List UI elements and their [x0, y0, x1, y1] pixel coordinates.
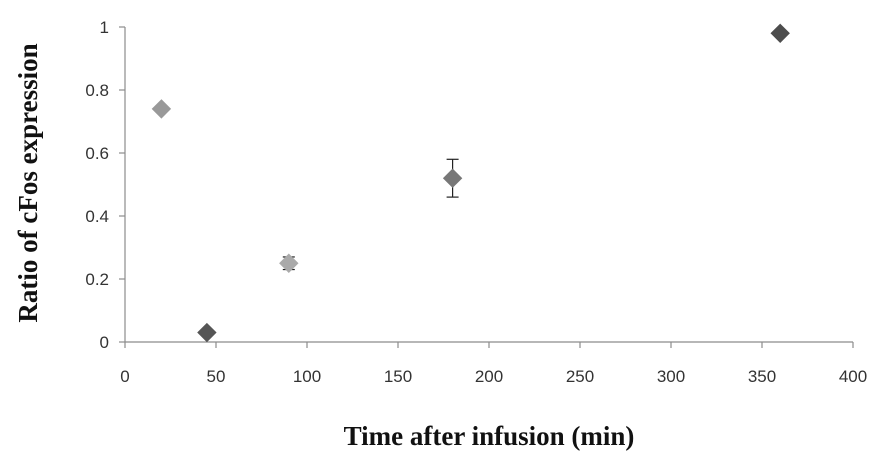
x-tick-label: 200 [475, 367, 503, 386]
y-tick-label: 0 [100, 333, 109, 352]
data-point [197, 322, 217, 343]
y-tick-label: 1 [100, 18, 109, 37]
data-point [770, 23, 790, 44]
x-axis-title: Time after infusion (min) [344, 421, 635, 451]
y-tick-label: 0.6 [85, 144, 109, 163]
y-tick-label: 0.8 [85, 81, 109, 100]
axes [124, 27, 853, 343]
x-tick-label: 0 [120, 367, 129, 386]
x-tick-label: 400 [839, 367, 867, 386]
y-axis-title: Ratio of cFos expression [13, 43, 43, 322]
x-tick-label: 350 [748, 367, 776, 386]
x-tick-label: 100 [293, 367, 321, 386]
x-tick-label: 50 [207, 367, 226, 386]
x-tick-label: 300 [657, 367, 685, 386]
y-tick-label: 0.4 [85, 207, 109, 226]
data-point [442, 168, 463, 188]
y-ticks: 0 0.2 0.4 0.6 0.8 1 [85, 18, 125, 352]
y-tick-label: 0.2 [85, 270, 109, 289]
data-points [151, 23, 790, 343]
x-tick-label: 150 [384, 367, 412, 386]
data-point [279, 253, 299, 273]
data-point [151, 99, 172, 119]
x-ticks: 0 50 100 150 200 250 300 350 400 [120, 342, 867, 386]
x-tick-label: 250 [566, 367, 594, 386]
